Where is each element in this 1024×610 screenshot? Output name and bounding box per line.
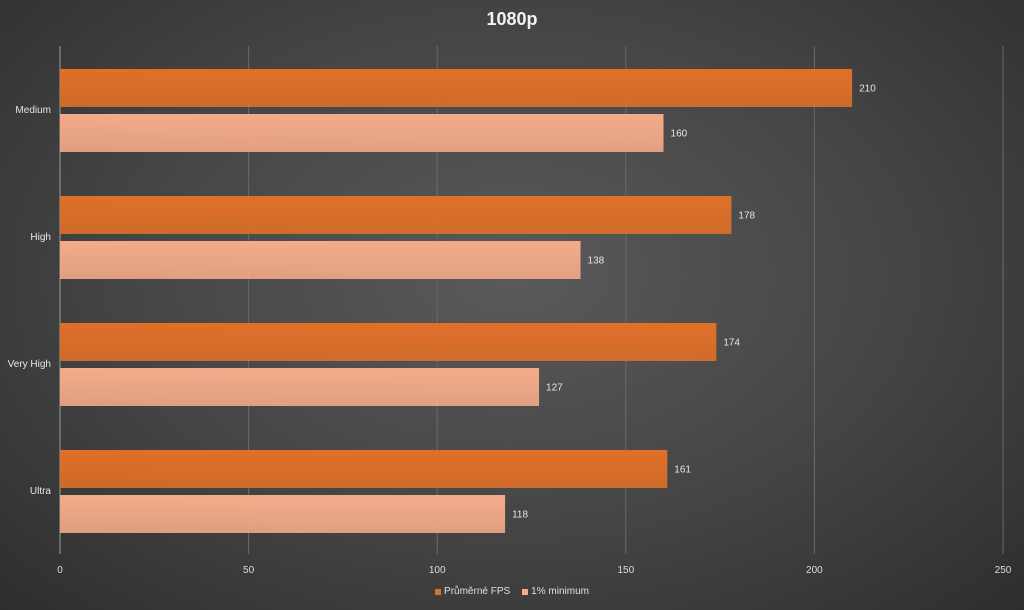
category-label-medium: Medium [15,105,51,116]
data-label-avg-fps-very-high: 174 [723,338,740,349]
chart-title: 1080p [486,9,538,29]
data-label-avg-fps-medium: 210 [859,84,876,95]
data-label-avg-fps-high: 178 [738,211,755,222]
legend-item-avg-fps: Průměrné FPS [435,586,510,597]
data-label-min-fps-ultra: 118 [512,510,528,521]
legend: Průměrné FPS 1% minimum [0,586,1024,597]
data-label-avg-fps-ultra: 161 [674,465,691,476]
x-tick-label-50: 50 [243,565,255,576]
category-label-high: High [30,232,51,243]
legend-swatch-avg-fps [435,588,442,595]
x-tick-label-250: 250 [995,565,1012,576]
legend-swatch-min-fps [522,588,529,595]
legend-label-min-fps: 1% minimum [531,586,589,597]
x-tick-label-200: 200 [806,565,823,576]
bar-avg-fps-very-high [60,323,717,361]
x-tick-label-100: 100 [429,565,446,576]
legend-label-avg-fps: Průměrné FPS [444,586,511,597]
bar-min-fps-very-high [60,368,540,406]
legend-item-min-fps: 1% minimum [522,586,589,597]
bar-avg-fps-ultra [60,450,668,488]
category-label-very-high: Very High [8,359,51,370]
x-tick-label-0: 0 [57,565,63,576]
bar-min-fps-ultra [60,495,506,533]
bar-avg-fps-high [60,196,732,234]
data-label-min-fps-medium: 160 [671,129,688,140]
bar-min-fps-high [60,241,581,279]
category-label-ultra: Ultra [30,486,52,497]
bar-min-fps-medium [60,114,664,152]
x-tick-label-150: 150 [617,565,634,576]
data-label-min-fps-high: 138 [588,256,605,267]
bar-avg-fps-medium [60,69,853,107]
data-label-min-fps-very-high: 127 [546,383,563,394]
